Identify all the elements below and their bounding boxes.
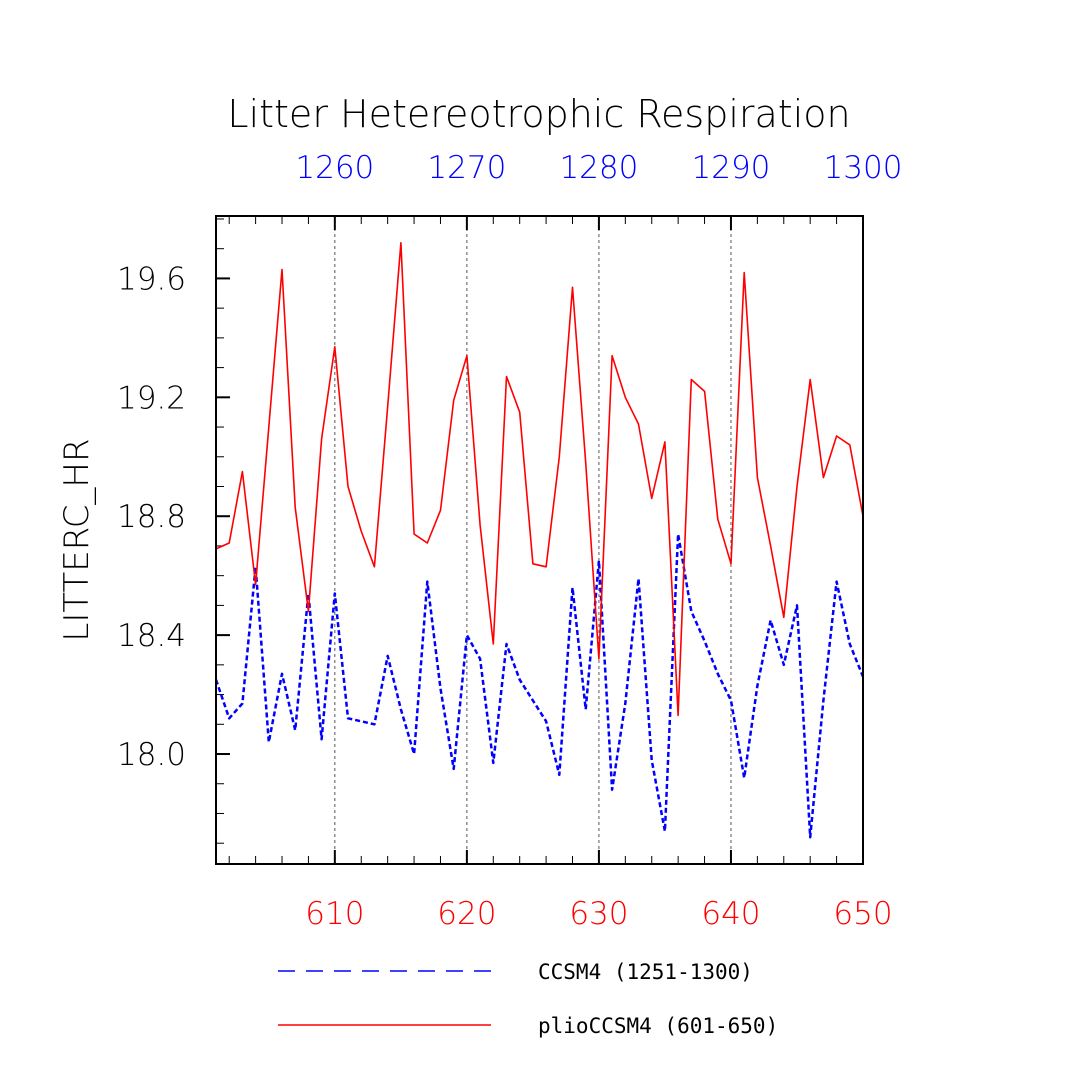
tick-labels: 610 620 630 640 650 1260 1270 1280 1290 1300 18.0 1… (117, 150, 902, 932)
series-line-ccsm4 (216, 532, 863, 839)
x-bottom-tick-label: 640 (701, 896, 760, 932)
series-layer (216, 242, 863, 839)
x-bottom-tick-label: 630 (569, 896, 628, 932)
legend-label: CCSM4 (1251-1300) (538, 960, 753, 984)
axis-ticks (216, 216, 864, 864)
y-tick-label: 18.0 (117, 737, 186, 773)
y-tick-label: 19.2 (117, 380, 186, 416)
y-tick-label: 18.4 (117, 618, 186, 654)
grid-lines (334, 216, 732, 864)
x-bottom-tick-label: 610 (305, 896, 364, 932)
y-tick-label: 19.6 (117, 261, 186, 297)
legend-label: plioCCSM4 (601-650) (538, 1014, 778, 1038)
x-top-tick-label: 1270 (427, 150, 506, 186)
x-bottom-tick-label: 620 (437, 896, 496, 932)
x-top-tick-label: 1300 (824, 150, 903, 186)
x-top-tick-label: 1280 (559, 150, 638, 186)
x-top-tick-label: 1260 (295, 150, 374, 186)
chart-title: Litter Hetereotrophic Respiration (227, 92, 850, 136)
y-axis-label: LITTERC_HR (57, 438, 97, 641)
y-tick-label: 18.8 (117, 499, 186, 535)
x-bottom-tick-label: 650 (833, 896, 892, 932)
series-line-pliocsm4 (216, 242, 863, 717)
legend: CCSM4 (1251-1300) plioCCSM4 (601-650) (278, 960, 778, 1038)
plot-frame (215, 215, 864, 865)
x-top-tick-label: 1290 (692, 150, 771, 186)
